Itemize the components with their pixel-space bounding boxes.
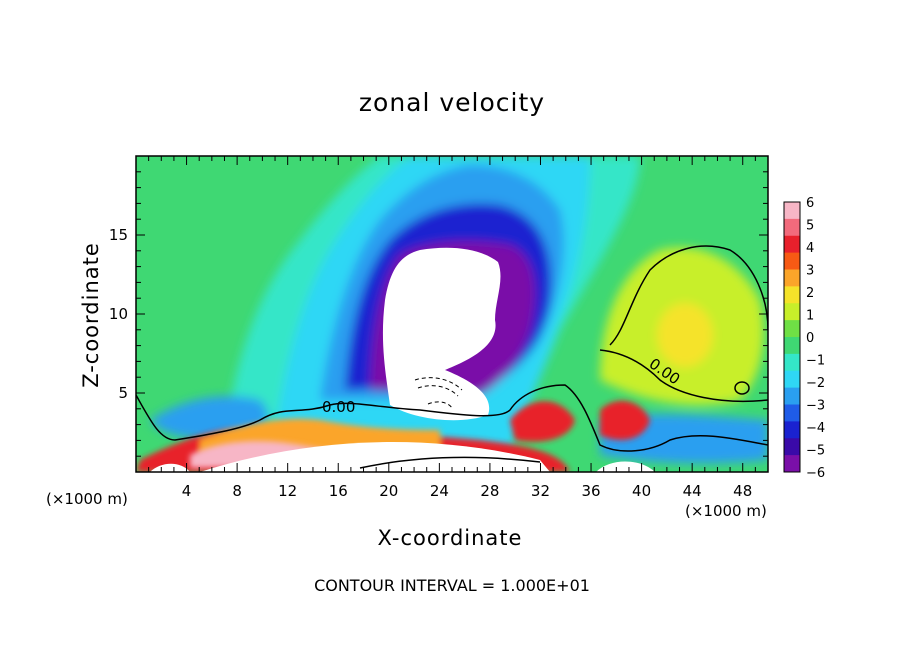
colorbar-swatch bbox=[784, 303, 800, 321]
colorbar-tick-label: −3 bbox=[806, 399, 825, 414]
colorbar-swatch bbox=[784, 235, 800, 254]
x-tick-label: 8 bbox=[232, 482, 242, 500]
contour-zero-right bbox=[599, 245, 768, 403]
colorbar: 6 5 4 3 2 1 0 −1 −2 −3 −4 −5 −6 bbox=[783, 196, 825, 481]
colorbar-tick-label: 4 bbox=[806, 241, 814, 256]
x-axis-label: X-coordinate bbox=[377, 526, 523, 550]
y-axis-ticks: 5 10 15 bbox=[109, 171, 768, 457]
x-tick-label: 4 bbox=[182, 482, 192, 500]
y-tick-label: 5 bbox=[118, 384, 128, 402]
colorbar-tick-label: 5 bbox=[806, 219, 814, 234]
colorbar-swatch bbox=[784, 320, 800, 338]
y-tick-label: 15 bbox=[109, 226, 128, 244]
y-axis-label: Z-coordinate bbox=[79, 242, 103, 388]
x-tick-label: 40 bbox=[632, 482, 651, 500]
field-mid-red-2 bbox=[600, 400, 650, 440]
colorbar-swatch bbox=[784, 202, 800, 220]
x-tick-label: 20 bbox=[379, 482, 398, 500]
colorbar-swatch bbox=[784, 421, 800, 439]
x-tick-label: 44 bbox=[683, 482, 702, 500]
contour-dashed bbox=[414, 377, 463, 409]
colorbar-swatch bbox=[784, 455, 800, 473]
colorbar-tick-label: −4 bbox=[806, 421, 825, 436]
field-right-core bbox=[657, 303, 713, 367]
x-tick-label: 32 bbox=[531, 482, 550, 500]
colorbar-tick-label: 2 bbox=[806, 286, 814, 301]
colorbar-swatch bbox=[784, 370, 800, 389]
x-unit-label-right: (×1000 m) bbox=[685, 502, 767, 520]
field-core-blank bbox=[382, 247, 501, 421]
contour-labels: 0.00 0.00 bbox=[322, 355, 683, 416]
field-ground-blank-1 bbox=[150, 463, 190, 472]
x-axis-ticks: 4 8 12 16 20 24 28 32 36 40 44 48 bbox=[148, 156, 756, 500]
x-tick-label: 48 bbox=[733, 482, 752, 500]
x-unit-label-left: (×1000 m) bbox=[46, 490, 128, 508]
chart-title: zonal velocity bbox=[358, 88, 546, 117]
contour-small-loop bbox=[734, 381, 750, 395]
colorbar-tick-label: 0 bbox=[806, 331, 814, 346]
x-tick-label: 16 bbox=[329, 482, 348, 500]
colorbar-swatch bbox=[784, 269, 800, 287]
colorbar-swatch bbox=[784, 286, 800, 304]
field-mid-red bbox=[510, 401, 575, 442]
contour-lines bbox=[136, 245, 768, 469]
contour-interval-note: CONTOUR INTERVAL = 1.000E+01 bbox=[314, 576, 590, 595]
colorbar-swatch bbox=[784, 252, 800, 270]
colorbar-swatch bbox=[784, 387, 800, 405]
x-tick-label: 12 bbox=[278, 482, 297, 500]
colorbar-tick-label: 6 bbox=[806, 196, 814, 211]
x-tick-label: 28 bbox=[480, 482, 499, 500]
colorbar-tick-label: 1 bbox=[806, 309, 814, 324]
colorbar-swatch bbox=[784, 218, 800, 237]
colorbar-tick-label: −1 bbox=[806, 354, 825, 369]
field-ground-blank-3 bbox=[596, 461, 655, 472]
colorbar-swatch bbox=[784, 353, 800, 372]
field-layer bbox=[136, 156, 768, 472]
colorbar-tick-label: −2 bbox=[806, 376, 825, 391]
colorbar-tick-label: −5 bbox=[806, 444, 825, 459]
y-tick-label: 10 bbox=[109, 305, 128, 323]
x-tick-label: 36 bbox=[581, 482, 600, 500]
contour-ground bbox=[359, 456, 541, 469]
colorbar-tick-label: 3 bbox=[806, 264, 814, 279]
colorbar-frame bbox=[783, 201, 801, 473]
colorbar-swatch bbox=[784, 337, 800, 355]
contour-label-1: 0.00 bbox=[322, 398, 355, 416]
colorbar-swatch bbox=[784, 404, 800, 422]
x-tick-label: 24 bbox=[430, 482, 449, 500]
contour-zero-left bbox=[136, 384, 768, 452]
colorbar-tick-label: −6 bbox=[806, 466, 825, 481]
colorbar-swatch bbox=[784, 438, 800, 456]
